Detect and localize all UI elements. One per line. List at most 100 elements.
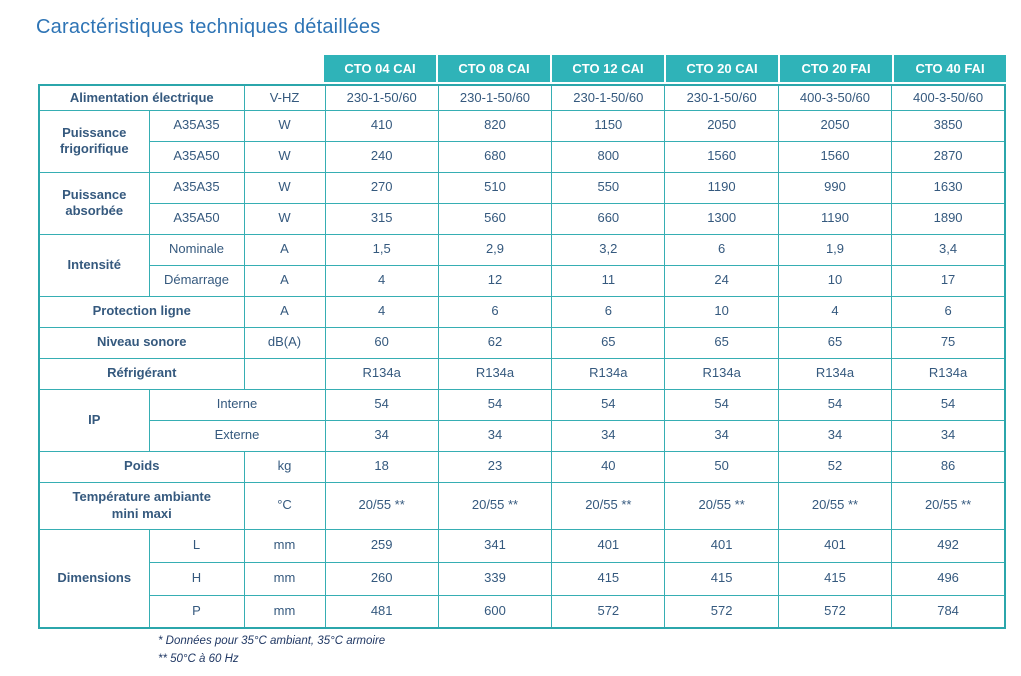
value-cell: 20/55 ** bbox=[437, 481, 553, 530]
column-header-cto-20-fai: CTO 20 FAI bbox=[780, 55, 892, 82]
column-header-cto-40-fai: CTO 40 FAI bbox=[894, 55, 1006, 82]
value-cell: 560 bbox=[437, 202, 553, 235]
value-cell: 259 bbox=[324, 528, 439, 563]
row-sub-label: A35A35 bbox=[148, 171, 245, 204]
row-unit: °C bbox=[243, 481, 326, 530]
value-cell: 784 bbox=[891, 594, 1006, 629]
value-cell: 18 bbox=[324, 450, 439, 483]
value-cell: 23 bbox=[437, 450, 553, 483]
row-unit: W bbox=[243, 202, 326, 235]
value-cell: 410 bbox=[324, 109, 439, 142]
row-group-label: Puissance absorbée bbox=[38, 171, 150, 235]
value-cell: 2050 bbox=[777, 109, 893, 142]
table-row: Externe 34 34 34 34 34 34 bbox=[39, 419, 1006, 452]
value-cell: 34 bbox=[551, 419, 666, 452]
footnotes: * Données pour 35°C ambiant, 35°C armoir… bbox=[158, 633, 1021, 669]
value-cell: 34 bbox=[891, 419, 1006, 452]
row-sub-label: A35A50 bbox=[148, 202, 245, 235]
value-cell: 65 bbox=[551, 326, 666, 359]
model-header-row: CTO 04 CAI CTO 08 CAI CTO 12 CAI CTO 20 … bbox=[324, 55, 1006, 82]
row-sub-label: H bbox=[148, 561, 245, 596]
value-cell: 54 bbox=[324, 388, 439, 421]
table-row: Poids kg 18 23 40 50 52 86 bbox=[38, 450, 1006, 483]
value-cell: R134a bbox=[664, 357, 779, 390]
value-cell: 1,5 bbox=[324, 233, 439, 266]
value-cell: 2870 bbox=[891, 140, 1006, 173]
value-cell: 1190 bbox=[777, 202, 893, 235]
value-cell: 400-3-50/60 bbox=[777, 84, 893, 111]
value-cell: 2,9 bbox=[437, 233, 553, 266]
value-cell: 600 bbox=[437, 594, 553, 629]
row-unit: mm bbox=[243, 561, 326, 596]
value-cell: 11 bbox=[551, 264, 666, 297]
value-cell: 6 bbox=[551, 295, 666, 328]
table-row: Alimentation électrique V-HZ 230-1-50/60… bbox=[38, 84, 1006, 111]
value-cell: 510 bbox=[437, 171, 553, 204]
value-cell: 20/55 ** bbox=[664, 481, 779, 530]
value-cell: R134a bbox=[324, 357, 439, 390]
value-cell: 6 bbox=[891, 295, 1006, 328]
row-group-label: Réfrigérant bbox=[38, 357, 245, 390]
table-row: A35A50 W 240 680 800 1560 1560 2870 bbox=[39, 140, 1006, 173]
column-header-cto-08-cai: CTO 08 CAI bbox=[438, 55, 550, 82]
value-cell: 401 bbox=[664, 528, 779, 563]
row-unit: W bbox=[243, 109, 326, 142]
value-cell: 54 bbox=[664, 388, 779, 421]
row-unit: kg bbox=[243, 450, 326, 483]
row-unit bbox=[243, 357, 326, 390]
value-cell: 54 bbox=[437, 388, 553, 421]
column-header-cto-12-cai: CTO 12 CAI bbox=[552, 55, 664, 82]
value-cell: 2050 bbox=[664, 109, 779, 142]
value-cell: 990 bbox=[777, 171, 893, 204]
value-cell: 800 bbox=[551, 140, 666, 173]
row-group-label: Protection ligne bbox=[38, 295, 245, 328]
value-cell: 24 bbox=[664, 264, 779, 297]
table-row: Niveau sonore dB(A) 60 62 65 65 65 75 bbox=[38, 326, 1006, 359]
value-cell: 481 bbox=[324, 594, 439, 629]
table-row: Intensité Nominale A 1,5 2,9 3,2 6 1,9 3… bbox=[38, 233, 1006, 297]
row-group-label: Température ambiante mini maxi bbox=[38, 481, 245, 530]
value-cell: 1560 bbox=[664, 140, 779, 173]
value-cell: 341 bbox=[437, 528, 553, 563]
value-cell: 230-1-50/60 bbox=[551, 84, 666, 111]
spec-sheet-page: Caractéristiques techniques détaillées C… bbox=[0, 16, 1021, 676]
footnote-50c-60hz: ** 50°C à 60 Hz bbox=[158, 652, 239, 665]
table-row: Température ambiante mini maxi °C 20/55 … bbox=[38, 481, 1006, 530]
value-cell: 1300 bbox=[664, 202, 779, 235]
page-title: Caractéristiques techniques détaillées bbox=[36, 16, 381, 38]
value-cell: 260 bbox=[324, 561, 439, 596]
value-cell: 4 bbox=[324, 295, 439, 328]
value-cell: 240 bbox=[324, 140, 439, 173]
value-cell: 20/55 ** bbox=[324, 481, 439, 530]
row-unit: A bbox=[243, 295, 326, 328]
column-header-cto-04-cai: CTO 04 CAI bbox=[324, 55, 436, 82]
value-cell: 40 bbox=[551, 450, 666, 483]
table-row: Puissance absorbée A35A35 W 270 510 550 … bbox=[38, 171, 1006, 235]
value-cell: 1630 bbox=[891, 171, 1006, 204]
value-cell: 572 bbox=[777, 594, 893, 629]
value-cell: 572 bbox=[664, 594, 779, 629]
row-unit: A bbox=[243, 264, 326, 297]
value-cell: 54 bbox=[551, 388, 666, 421]
value-cell: 401 bbox=[777, 528, 893, 563]
value-cell: R134a bbox=[551, 357, 666, 390]
value-cell: 1150 bbox=[551, 109, 666, 142]
value-cell: 65 bbox=[664, 326, 779, 359]
table-row: H mm 260 339 415 415 415 496 bbox=[39, 561, 1006, 596]
value-cell: 492 bbox=[891, 528, 1006, 563]
row-group-label-text: Température ambiante mini maxi bbox=[72, 489, 211, 521]
row-sub-label: A35A35 bbox=[148, 109, 245, 142]
value-cell: 1560 bbox=[777, 140, 893, 173]
value-cell: 415 bbox=[551, 561, 666, 596]
value-cell: 65 bbox=[777, 326, 893, 359]
row-group-label: Poids bbox=[38, 450, 245, 483]
value-cell: 401 bbox=[551, 528, 666, 563]
table-row: Réfrigérant R134a R134a R134a R134a R134… bbox=[38, 357, 1006, 390]
value-cell: 12 bbox=[437, 264, 553, 297]
value-cell: 60 bbox=[324, 326, 439, 359]
row-sub-label: Nominale bbox=[148, 233, 245, 266]
value-cell: 820 bbox=[437, 109, 553, 142]
value-cell: 315 bbox=[324, 202, 439, 235]
value-cell: R134a bbox=[777, 357, 893, 390]
value-cell: 52 bbox=[777, 450, 893, 483]
